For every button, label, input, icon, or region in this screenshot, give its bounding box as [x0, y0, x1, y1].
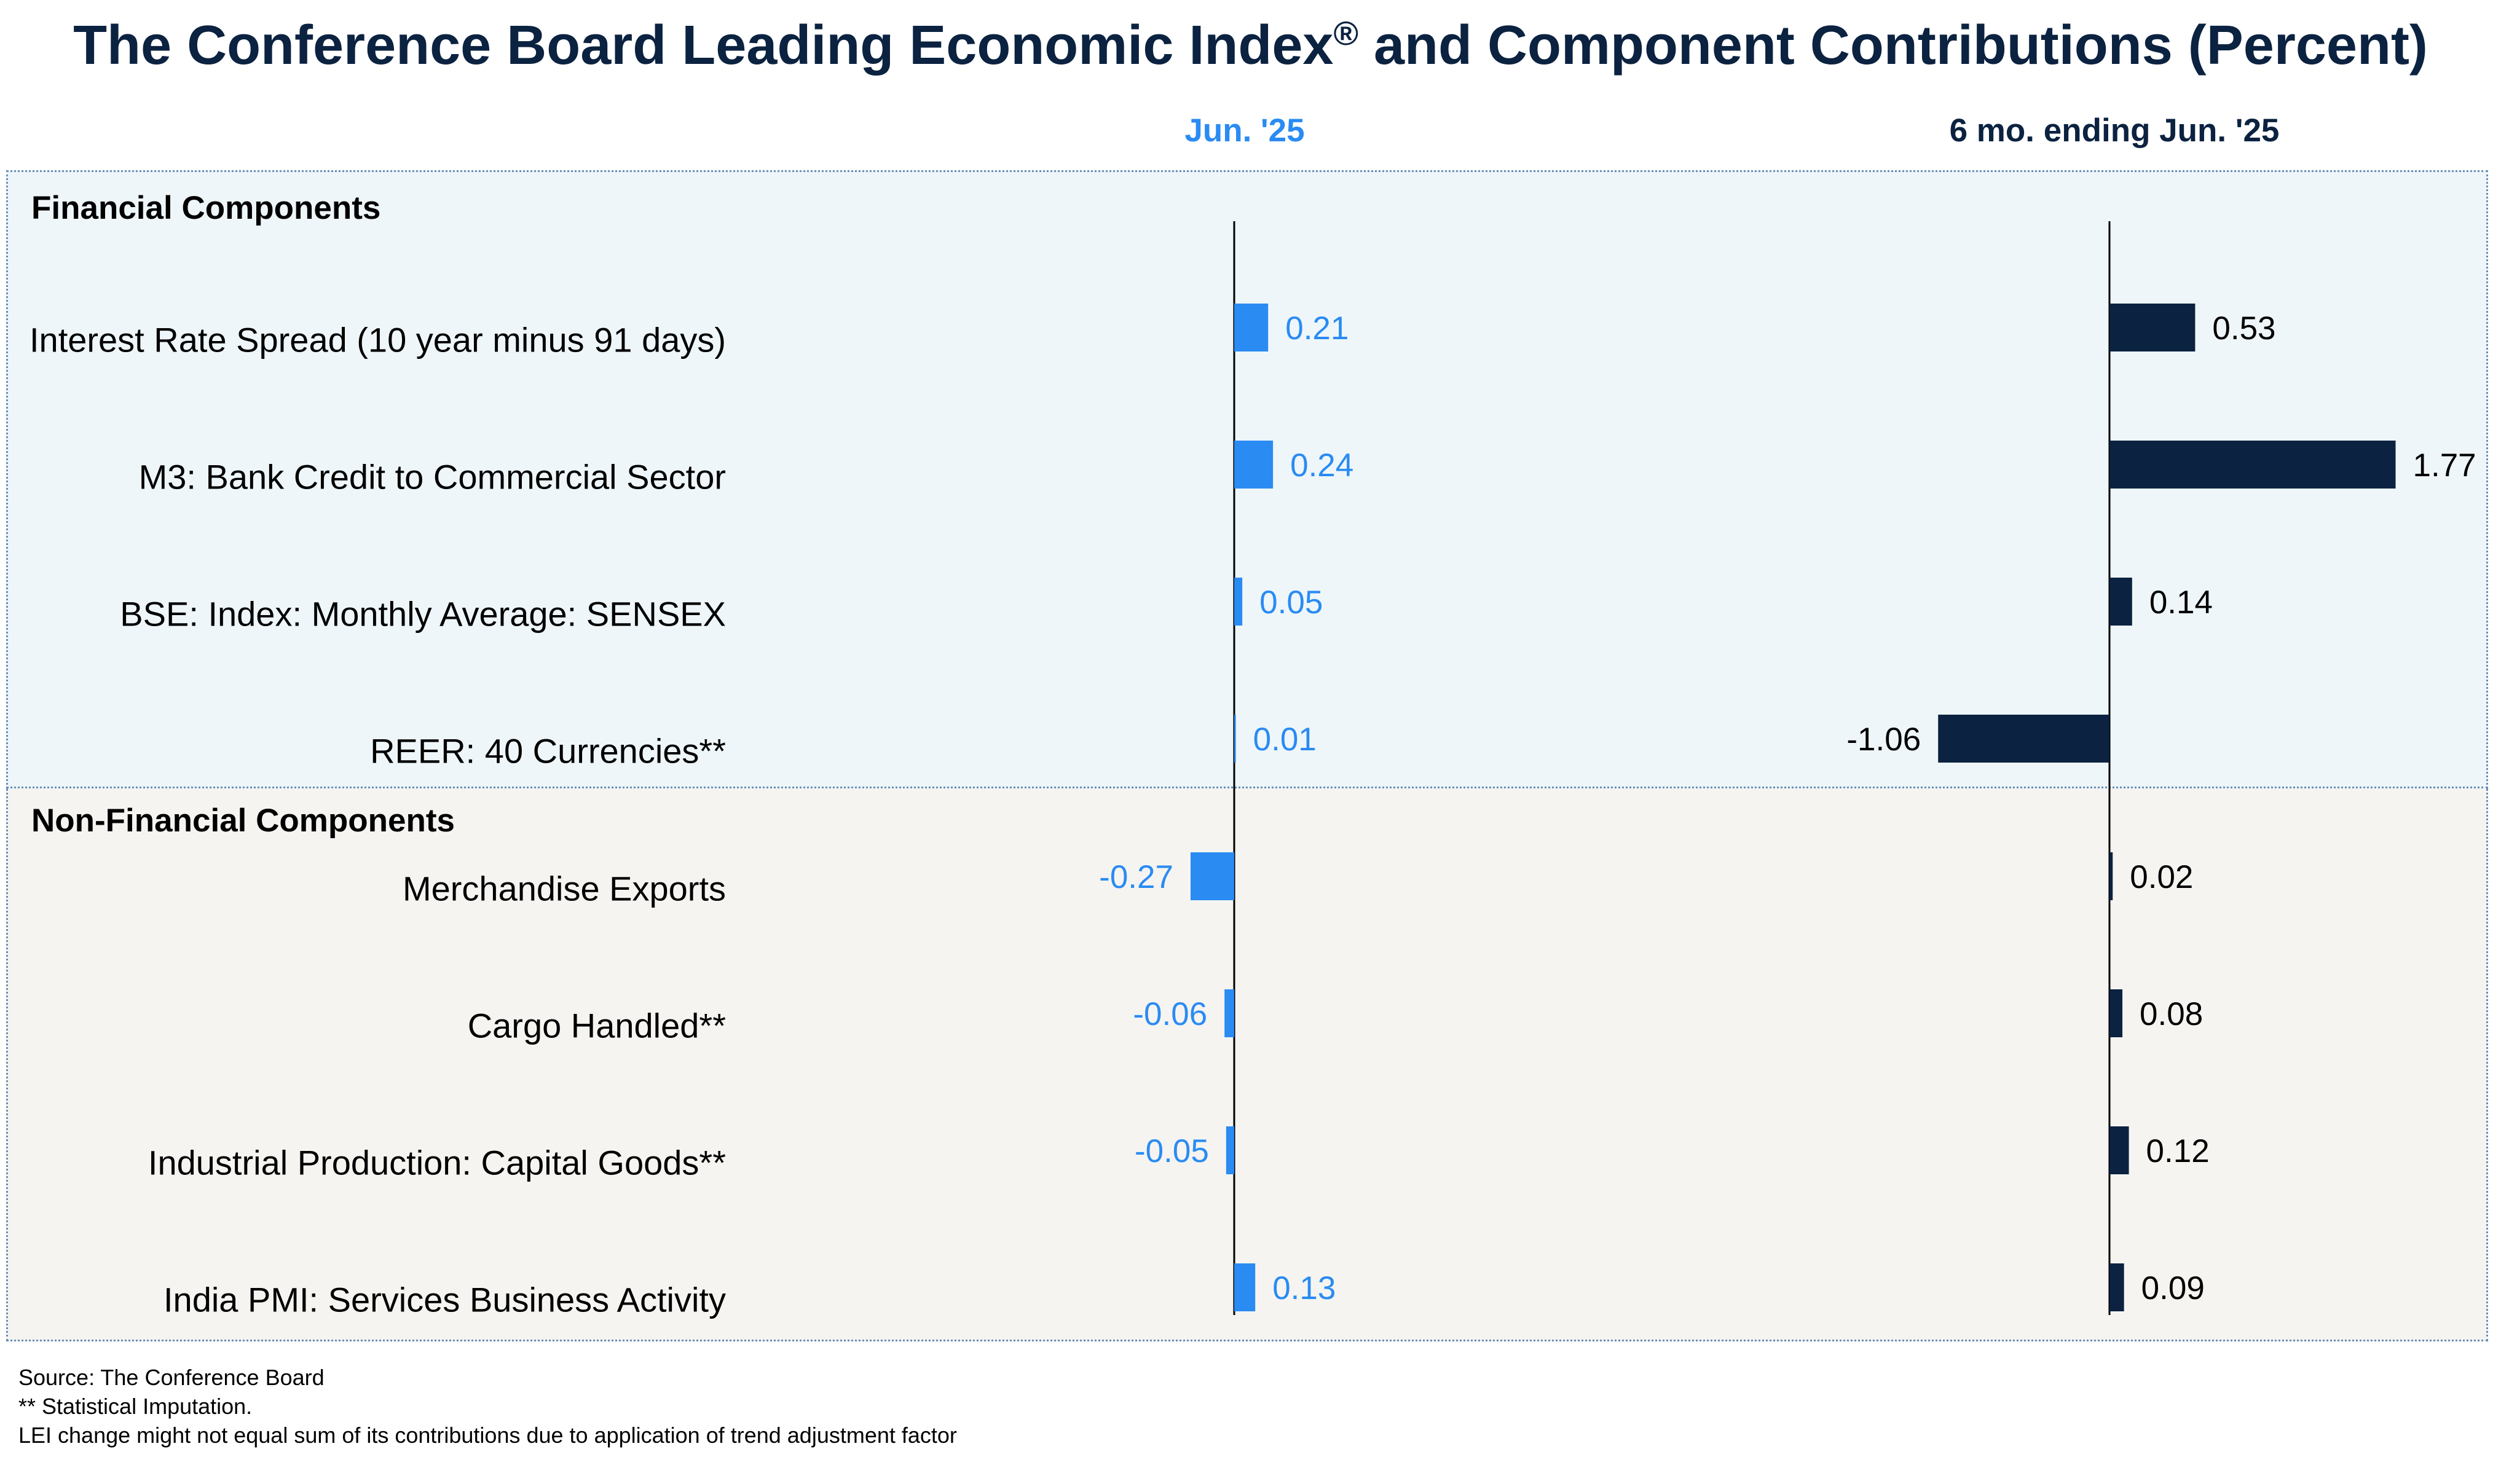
bar-six-month: [2109, 1126, 2129, 1174]
value-label-six-month: 0.08: [2140, 996, 2203, 1032]
bar-six-month: [1938, 715, 2109, 763]
row-label: Interest Rate Spread (10 year minus 91 d…: [29, 320, 726, 359]
value-label-current: -0.27: [1099, 859, 1173, 895]
value-label-six-month: 0.53: [2212, 310, 2275, 347]
row-label: Industrial Production: Capital Goods**: [148, 1143, 726, 1182]
column-header-current: Jun. '25: [1184, 112, 1305, 149]
source-note: Source: The Conference Board: [18, 1365, 325, 1390]
value-label-current: 0.24: [1290, 447, 1353, 484]
value-label-six-month: 0.09: [2141, 1270, 2205, 1306]
bar-current: [1224, 989, 1234, 1037]
bar-current: [1226, 1126, 1234, 1174]
bar-six-month: [2109, 304, 2196, 351]
chart-title-rest: and Component Contributions (Percent): [1358, 15, 2428, 76]
bar-current: [1234, 578, 1243, 626]
bar-six-month: [2109, 578, 2132, 626]
bar-current: [1234, 304, 1269, 351]
trend-note: LEI change might not equal sum of its co…: [18, 1423, 957, 1448]
bar-current: [1234, 715, 1236, 763]
value-label-current: -0.06: [1133, 996, 1207, 1032]
column-header-six-month: 6 mo. ending Jun. '25: [1949, 112, 2280, 149]
bar-current: [1234, 1263, 1256, 1311]
value-label-current: 0.05: [1259, 584, 1323, 621]
value-label-current: -0.05: [1135, 1133, 1209, 1169]
row-label: M3: Bank Credit to Commercial Sector: [138, 457, 726, 497]
value-label-current: 0.13: [1272, 1270, 1336, 1306]
value-label-six-month: 1.77: [2413, 447, 2476, 484]
section-non-financial: Non-Financial Components: [6, 788, 2488, 1341]
chart-title-text: The Conference Board Leading Economic In…: [73, 15, 1334, 76]
chart-title: The Conference Board Leading Economic In…: [0, 14, 2501, 77]
value-label-current: 0.21: [1285, 310, 1349, 347]
bar-current: [1234, 441, 1274, 489]
value-label-six-month: 0.02: [2130, 859, 2193, 895]
section-title-non-financial: Non-Financial Components: [31, 803, 455, 839]
row-label: BSE: Index: Monthly Average: SENSEX: [120, 594, 726, 634]
registered-mark: ®: [1333, 14, 1358, 52]
footnotes: Source: The Conference Board ** Statisti…: [18, 1363, 957, 1450]
value-label-six-month: -1.06: [1846, 721, 1921, 758]
bar-six-month: [2109, 1263, 2124, 1311]
bar-six-month: [2109, 441, 2396, 489]
bar-six-month: [2109, 989, 2123, 1037]
bar-current: [1190, 852, 1234, 900]
bar-six-month: [2109, 852, 2113, 900]
imputation-note: ** Statistical Imputation.: [18, 1394, 253, 1419]
row-label: Merchandise Exports: [402, 869, 726, 908]
value-label-six-month: 0.14: [2149, 584, 2213, 621]
row-label: Cargo Handled**: [467, 1006, 726, 1045]
value-label-six-month: 0.12: [2146, 1133, 2210, 1169]
value-label-current: 0.01: [1253, 721, 1317, 758]
section-title-financial: Financial Components: [31, 190, 381, 226]
row-label: REER: 40 Currencies**: [370, 731, 726, 771]
row-label: India PMI: Services Business Activity: [163, 1280, 726, 1319]
